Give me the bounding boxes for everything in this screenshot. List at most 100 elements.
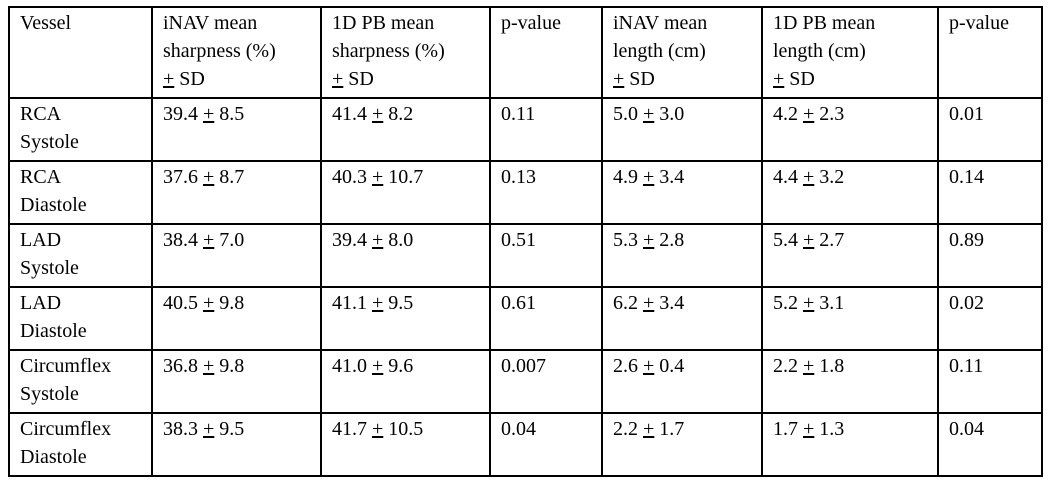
column-header-line: + SD: [163, 65, 310, 93]
plus-minus-sign: +: [372, 166, 384, 188]
mean-value: 2.2: [773, 355, 798, 377]
sd-value: 9.6: [388, 355, 414, 377]
column-header: 1D PB mean length (cm) + SD: [761, 6, 939, 99]
sd-label: SD: [624, 68, 655, 90]
mean-sd-cell: 5.2 + 3.1: [761, 286, 939, 351]
p-value-cell: 0.02: [937, 286, 1043, 351]
mean-value: 37.6: [163, 166, 198, 188]
table-row: RCA Systole 39.4 + 8.5 41.4 + 8.2 0.11 5.0 + …: [8, 97, 1043, 162]
mean-sd-cell: 1.7 + 1.3: [761, 412, 939, 477]
column-header-line: sharpness (%): [332, 40, 445, 62]
plus-minus-sign: +: [203, 418, 215, 440]
sd-value: 8.5: [219, 103, 245, 125]
mean-sd-cell: 6.2 + 3.4: [601, 286, 763, 351]
mean-sd-cell: 4.2 + 2.3: [761, 97, 939, 162]
sd-value: 9.5: [219, 418, 245, 440]
column-header: iNAV mean length (cm) + SD: [601, 6, 763, 99]
vessel-label-line: LAD: [20, 229, 62, 251]
mean-sd-cell: 41.1 + 9.5: [320, 286, 491, 351]
vessel-label-line: RCA: [20, 166, 62, 188]
table-row: LAD Diastole 40.5 + 9.8 41.1 + 9.5 0.61 6.2 +…: [8, 286, 1043, 351]
mean-sd-cell: 5.0 + 3.0: [601, 97, 763, 162]
sd-value: 3.4: [659, 166, 685, 188]
vessel-label-line: RCA: [20, 103, 62, 125]
mean-sd-cell: 2.6 + 0.4: [601, 349, 763, 414]
sd-value: 2.3: [819, 103, 845, 125]
sd-value: 10.7: [388, 166, 424, 188]
mean-sd-cell: 41.7 + 10.5: [320, 412, 491, 477]
sd-value: 8.0: [388, 229, 414, 251]
plus-minus-sign: +: [372, 418, 384, 440]
mean-sd-cell: 41.4 + 8.2: [320, 97, 491, 162]
p-value-cell: 0.007: [489, 349, 603, 414]
sd-value: 9.5: [388, 292, 414, 314]
column-header-line: Vessel: [20, 12, 72, 34]
sd-value: 3.2: [819, 166, 845, 188]
mean-sd-cell: 38.3 + 9.5: [151, 412, 322, 477]
sd-value: 8.7: [219, 166, 245, 188]
plus-minus-sign: +: [643, 418, 655, 440]
mean-sd-cell: 40.3 + 10.7: [320, 160, 491, 225]
vessel-cell: LAD Diastole: [8, 286, 153, 351]
sd-value: 1.8: [819, 355, 845, 377]
p-value-cell: 0.04: [937, 412, 1043, 477]
column-header: iNAV mean sharpness (%) + SD: [151, 6, 322, 99]
column-header-line: p-value: [949, 12, 1009, 34]
table-body: RCA Systole 39.4 + 8.5 41.4 + 8.2 0.11 5.0 + …: [8, 97, 1043, 477]
column-header-line: sharpness (%): [163, 40, 276, 62]
mean-value: 36.8: [163, 355, 198, 377]
mean-value: 39.4: [332, 229, 367, 251]
sd-value: 8.2: [388, 103, 414, 125]
plus-minus-sign: +: [372, 103, 384, 125]
mean-value: 5.0: [613, 103, 638, 125]
plus-minus-sign: +: [203, 229, 215, 251]
vessel-label-line: Diastole: [20, 320, 87, 342]
sd-value: 9.8: [219, 355, 245, 377]
sd-value: 1.3: [819, 418, 845, 440]
mean-sd-cell: 39.4 + 8.5: [151, 97, 322, 162]
plus-minus-sign: +: [803, 103, 815, 125]
mean-sd-cell: 37.6 + 8.7: [151, 160, 322, 225]
column-header-line: p-value: [501, 12, 561, 34]
column-header: 1D PB mean sharpness (%) + SD: [320, 6, 491, 99]
vessel-label-line: Circumflex: [20, 418, 112, 440]
column-header-line: 1D PB mean: [332, 12, 435, 34]
column-header-line: length (cm): [613, 40, 706, 62]
column-header-line: 1D PB mean: [773, 12, 876, 34]
plus-minus-sign: +: [372, 229, 384, 251]
table-header: Vessel iNAV mean sharpness (%) + SD 1D PB me…: [8, 6, 1043, 99]
column-header-line: + SD: [332, 65, 479, 93]
table-row: RCA Diastole 37.6 + 8.7 40.3 + 10.7 0.13 4.9 …: [8, 160, 1043, 225]
p-value-cell: 0.01: [937, 97, 1043, 162]
sd-label: SD: [174, 68, 205, 90]
plus-minus-sign: +: [803, 418, 815, 440]
sd-label: SD: [784, 68, 815, 90]
column-header-line: length (cm): [773, 40, 866, 62]
p-value-cell: 0.51: [489, 223, 603, 288]
plus-minus-sign: +: [643, 166, 655, 188]
plus-minus-sign: +: [773, 68, 785, 90]
mean-value: 1.7: [773, 418, 798, 440]
mean-value: 4.2: [773, 103, 798, 125]
sd-value: 2.8: [659, 229, 685, 251]
vessel-label-line: Circumflex: [20, 355, 112, 377]
p-value-cell: 0.89: [937, 223, 1043, 288]
mean-value: 38.4: [163, 229, 198, 251]
vessel-cell: Circumflex Diastole: [8, 412, 153, 477]
plus-minus-sign: +: [643, 292, 655, 314]
sd-value: 2.7: [819, 229, 845, 251]
mean-value: 41.1: [332, 292, 367, 314]
p-value-cell: 0.11: [489, 97, 603, 162]
mean-value: 4.9: [613, 166, 638, 188]
p-value-cell: 0.13: [489, 160, 603, 225]
p-value-cell: 0.04: [489, 412, 603, 477]
mean-sd-cell: 38.4 + 7.0: [151, 223, 322, 288]
plus-minus-sign: +: [163, 68, 175, 90]
plus-minus-sign: +: [332, 68, 344, 90]
column-header-line: + SD: [613, 65, 751, 93]
plus-minus-sign: +: [643, 229, 655, 251]
mean-value: 39.4: [163, 103, 198, 125]
plus-minus-sign: +: [643, 103, 655, 125]
mean-value: 2.2: [613, 418, 638, 440]
mean-value: 5.3: [613, 229, 638, 251]
